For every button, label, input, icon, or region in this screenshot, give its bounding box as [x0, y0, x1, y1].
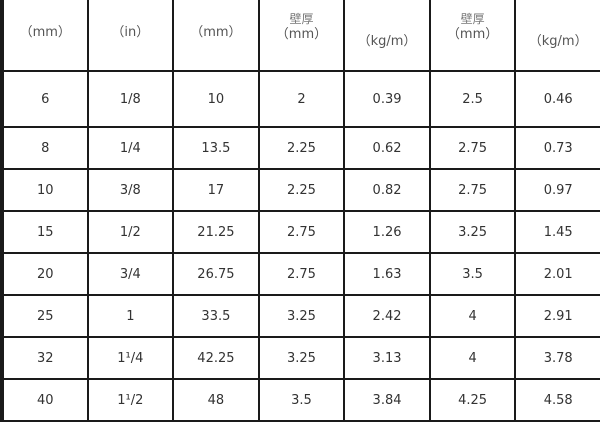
header-cell: 壁厚 （mm）: [428, 0, 517, 72]
table-cell: 1.63: [343, 252, 431, 296]
table-cell: 10: [172, 70, 260, 128]
table-cell: 2.25: [257, 168, 346, 212]
table-cell: 2.75: [257, 252, 346, 296]
table-cell: 8: [0, 126, 89, 170]
table-row: 15 1/2 21.25 2.75 1.26 3.25 1.45: [0, 210, 600, 254]
table-cell: 1¹/2: [86, 378, 175, 422]
table-cell: 48: [172, 378, 260, 422]
table-cell: 26.75: [172, 252, 260, 296]
table-cell: 15: [0, 210, 89, 254]
table-cell: 3.25: [257, 336, 346, 380]
table-row: 20 3/4 26.75 2.75 1.63 3.5 2.01: [0, 252, 600, 296]
table-cell: 1/8: [86, 70, 175, 128]
header-unit: （mm）: [275, 26, 328, 42]
table-cell: 3/4: [86, 252, 175, 296]
table-cell: 2.75: [428, 126, 517, 170]
table-cell: 2.5: [428, 70, 517, 128]
header-unit: （kg/m）: [528, 34, 588, 49]
table-cell: 4.58: [514, 378, 600, 422]
table-row: 8 1/4 13.5 2.25 0.62 2.75 0.73: [0, 126, 600, 170]
table-cell: 21.25: [172, 210, 260, 254]
header-cell: 壁厚 （mm）: [257, 0, 346, 72]
table-cell: 4: [428, 336, 517, 380]
table-cell: 10: [0, 168, 89, 212]
table-cell: 32: [0, 336, 89, 380]
header-cell: （mm）: [172, 0, 260, 72]
header-cell: （mm）: [0, 0, 89, 72]
table-cell: 3.25: [428, 210, 517, 254]
header-label: 壁厚: [460, 11, 485, 26]
header-unit: （kg/m）: [357, 34, 417, 49]
table-cell: 2.75: [257, 210, 346, 254]
table-cell: 2.01: [514, 252, 600, 296]
table-cell: 0.62: [343, 126, 431, 170]
header-unit: （mm）: [19, 24, 71, 40]
table-cell: 2.91: [514, 294, 600, 338]
table-cell: 2.42: [343, 294, 431, 338]
table-row: 40 1¹/2 48 3.5 3.84 4.25 4.58: [0, 378, 600, 422]
table-cell: 2.25: [257, 126, 346, 170]
table-cell: 2: [257, 70, 346, 128]
table-cell: 42.25: [172, 336, 260, 380]
table-cell: 0.39: [343, 70, 431, 128]
header-label: 壁厚: [289, 11, 314, 26]
table-cell: 0.97: [514, 168, 600, 212]
table-cell: 3.5: [428, 252, 517, 296]
table-row: 32 1¹/4 42.25 3.25 3.13 4 3.78: [0, 336, 600, 380]
table-cell: 3/8: [86, 168, 175, 212]
table-cell: 6: [0, 70, 89, 128]
header-cell: （kg/m）: [514, 0, 600, 72]
table-cell: 1¹/4: [86, 336, 175, 380]
header-unit: （mm）: [446, 26, 499, 42]
table-cell: 17: [172, 168, 260, 212]
table-cell: 0.46: [514, 70, 600, 128]
table-cell: 3.13: [343, 336, 431, 380]
table-cell: 3.84: [343, 378, 431, 422]
table-cell: 0.73: [514, 126, 600, 170]
table-cell: 4.25: [428, 378, 517, 422]
table-cell: 3.78: [514, 336, 600, 380]
table-row: 10 3/8 17 2.25 0.82 2.75 0.97: [0, 168, 600, 212]
table-cell: 1.26: [343, 210, 431, 254]
table-cell: 20: [0, 252, 89, 296]
table-cell: 25: [0, 294, 89, 338]
table-cell: 2.75: [428, 168, 517, 212]
table-cell: 1.45: [514, 210, 600, 254]
table-cell: 1: [86, 294, 175, 338]
table-cell: 4: [428, 294, 517, 338]
table-cell: 1/4: [86, 126, 175, 170]
table-cell: 33.5: [172, 294, 260, 338]
header-unit: （in）: [111, 24, 150, 40]
table-cell: 1/2: [86, 210, 175, 254]
table-row: 6 1/8 10 2 0.39 2.5 0.46: [0, 70, 600, 128]
header-cell: （in）: [86, 0, 175, 72]
table-cell: 40: [0, 378, 89, 422]
table-cell: 3.5: [257, 378, 346, 422]
table-cell: 3.25: [257, 294, 346, 338]
table-cell: 0.82: [343, 168, 431, 212]
header-cell: （kg/m）: [343, 0, 431, 72]
table-cell: 13.5: [172, 126, 260, 170]
header-unit: （mm）: [190, 24, 242, 40]
table-header-row: （mm） （in） （mm） 壁厚 （mm） （kg/m） 壁厚 （mm） （kg/…: [0, 0, 600, 72]
table-row: 25 1 33.5 3.25 2.42 4 2.91: [0, 294, 600, 338]
